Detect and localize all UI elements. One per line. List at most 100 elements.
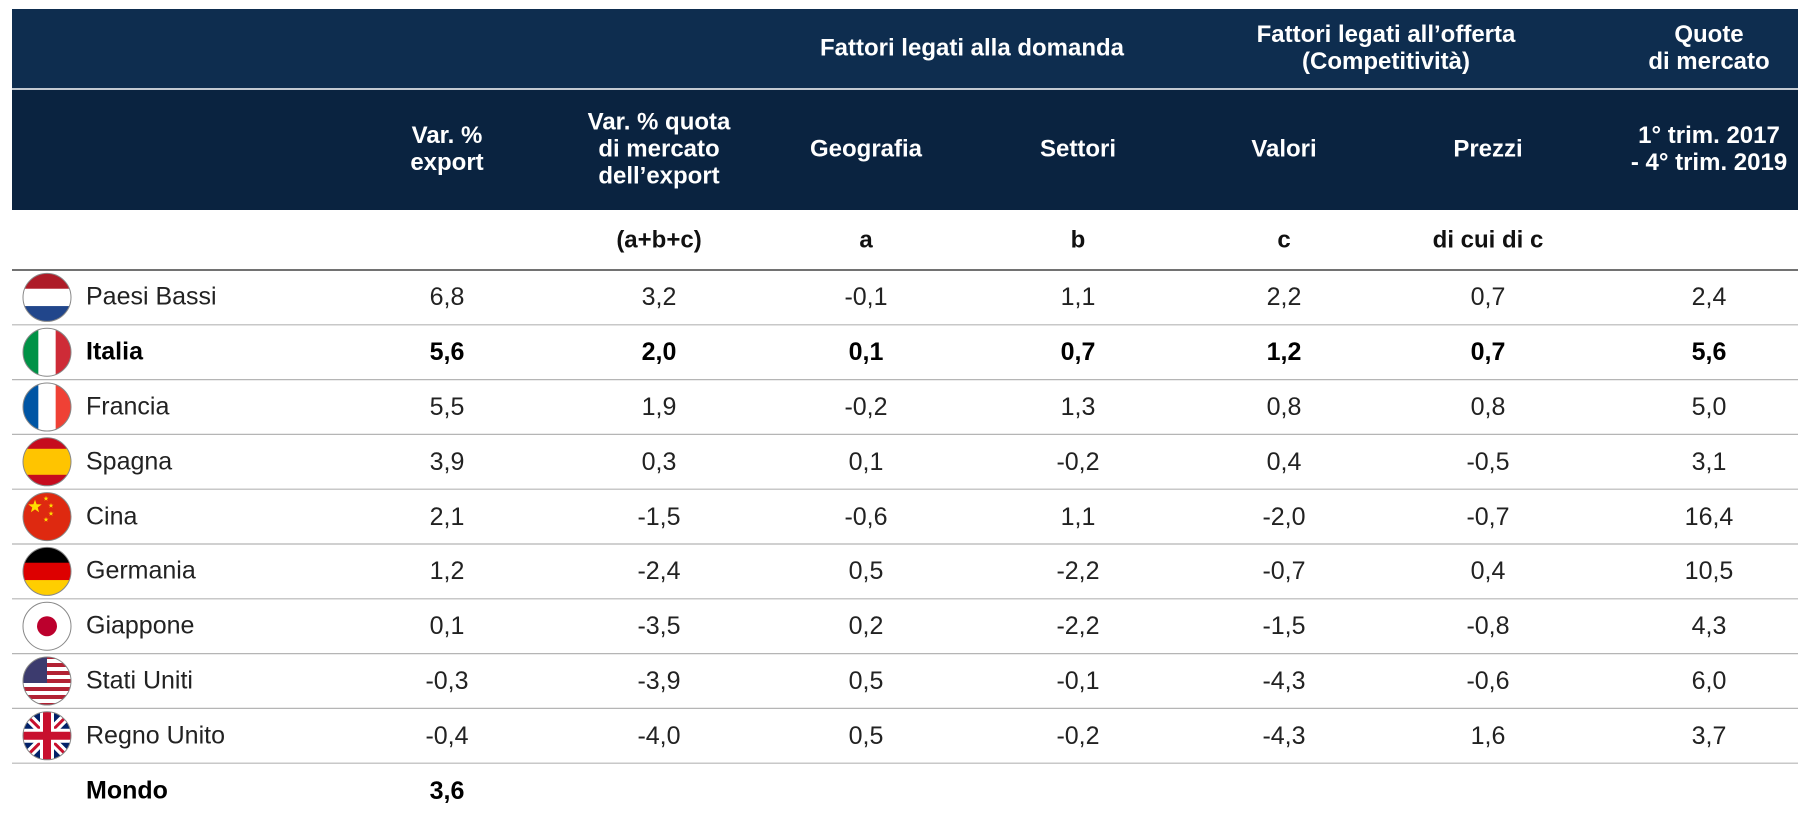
cell-value: 5,5: [429, 393, 465, 421]
label-line: - 4° trim. 2019: [1630, 149, 1788, 176]
flag-star: [28, 499, 42, 513]
cell-value: 0,7: [1060, 338, 1096, 367]
cell-value: -3,9: [637, 667, 681, 695]
flag-part: [38, 328, 57, 377]
flag: [22, 437, 72, 487]
flag-ring: [22, 546, 72, 596]
label-line: di mercato: [1648, 48, 1770, 75]
flag-part: [23, 699, 71, 703]
cell-value: 10,5: [1684, 557, 1734, 586]
label-line: Quote: [1674, 21, 1744, 49]
flag-star: [43, 517, 49, 522]
label-line: Var. %: [411, 122, 483, 150]
cell-value: 0,7: [1470, 338, 1506, 367]
flag-body: [23, 328, 71, 377]
cell-value: 3,9: [429, 447, 465, 476]
flag: [22, 546, 72, 596]
flag-part: [23, 492, 71, 541]
flag-ring: [22, 492, 72, 542]
flag-star: [43, 495, 49, 501]
flag-body: [23, 657, 71, 705]
country-name: Mondo: [86, 776, 168, 805]
cell-value: 5,6: [429, 338, 465, 367]
cell-value: 1,9: [641, 393, 677, 421]
country-name: Spagna: [86, 447, 173, 476]
flag-ring: [22, 656, 72, 706]
label-line: 1° trim. 2017: [1638, 122, 1780, 150]
country-name: Italia: [86, 337, 143, 366]
label-line: Prezzi: [1453, 135, 1523, 163]
label-line: Settori: [1039, 135, 1117, 163]
cell-value: 0,1: [848, 338, 884, 367]
flag-body: [23, 437, 71, 486]
flag: [22, 327, 72, 377]
group-header: Quote di mercato: [1648, 21, 1770, 76]
cell-value: -4,0: [637, 721, 681, 750]
cell-value: 0,2: [848, 612, 884, 641]
flag-ring: [22, 711, 72, 761]
cell-value: -0,4: [425, 721, 469, 750]
flag: [22, 601, 72, 651]
cell-value: 3,7: [1691, 721, 1727, 750]
cell-value: -0,2: [1056, 447, 1100, 476]
flag-part: [23, 695, 71, 699]
group-header: Fattori legati alla domanda: [820, 35, 1124, 63]
cell-value: 5,6: [1691, 338, 1727, 367]
flag-body: [23, 711, 71, 760]
cell-value: -2,0: [1262, 502, 1306, 531]
cell-value: 0,4: [1266, 447, 1302, 476]
flag-part: [23, 703, 71, 705]
cell-value: 0,7: [1470, 283, 1506, 312]
country-name: Francia: [86, 392, 170, 421]
sub-label: a: [859, 226, 873, 254]
country-name: Paesi Bassi: [86, 282, 217, 311]
cell-value: -0,6: [844, 502, 888, 531]
flag-part: [23, 273, 71, 290]
flag-ring: [22, 382, 72, 432]
cell-value: -1,5: [1262, 612, 1306, 641]
cell-value: 1,2: [429, 557, 465, 586]
flag-disc: [37, 616, 57, 637]
header-band: [12, 89, 1798, 210]
cell-value: 5,0: [1691, 393, 1727, 421]
label-line: Valori: [1251, 135, 1317, 163]
cell-value: -4,3: [1262, 721, 1306, 750]
cell-value: -2,2: [1056, 557, 1100, 586]
flag-ring: [22, 327, 72, 377]
cell-value: -0,1: [844, 283, 888, 312]
cell-value: -4,3: [1262, 667, 1306, 695]
flag-part: [23, 306, 71, 322]
flag-body: [23, 383, 71, 431]
cell-value: -0,7: [1466, 502, 1510, 531]
flag-body: [23, 273, 71, 322]
flag-part: [55, 328, 71, 377]
cell-value: 2,2: [1266, 283, 1302, 312]
label-line: Geografia: [809, 135, 923, 163]
sub-label: (a+b+c): [616, 226, 702, 254]
flag-part: [23, 547, 71, 564]
flag-ring: [22, 272, 72, 322]
cell-value: 2,0: [641, 338, 677, 367]
flag-part: [23, 474, 71, 486]
cell-value: -0,2: [1056, 721, 1100, 750]
flag-star: [48, 510, 54, 516]
column-header: Var. % quota di mercato dell’export: [587, 108, 731, 191]
cell-value: -0,5: [1466, 447, 1510, 476]
flag-ring: [22, 601, 72, 651]
flag: [22, 492, 72, 542]
flag-part: [23, 691, 71, 695]
cell-value: -1,5: [637, 502, 681, 531]
cell-value: -0,2: [844, 393, 888, 421]
cell-value: -0,6: [1466, 667, 1510, 695]
cell-value: 16,4: [1684, 502, 1734, 531]
cell-value: 2,1: [429, 502, 465, 531]
country-name: Stati Uniti: [86, 666, 193, 695]
label-line: Var. % quota: [587, 108, 731, 136]
flag-part: [23, 562, 71, 581]
sub-label: b: [1070, 226, 1086, 254]
cell-value: 3,2: [641, 283, 677, 312]
flag-part: [23, 448, 71, 463]
header-band-top: [12, 9, 1798, 89]
cell-value: 1,1: [1060, 283, 1096, 312]
